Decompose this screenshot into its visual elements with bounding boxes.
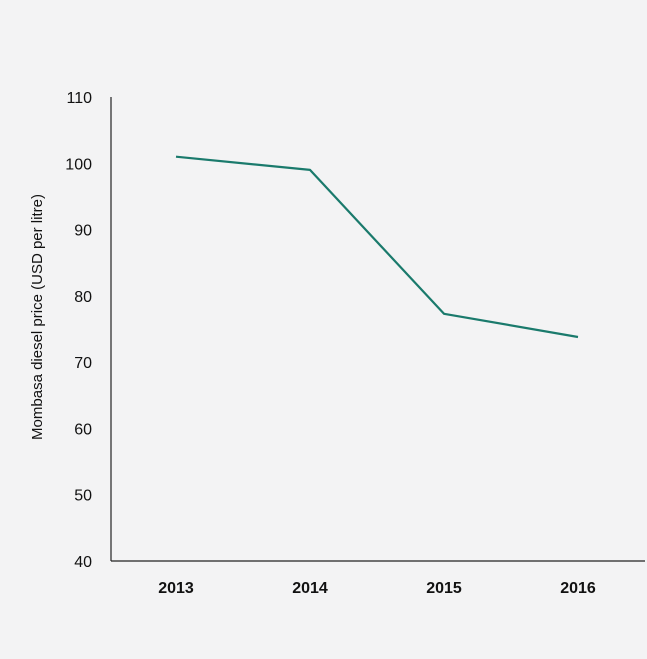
y-tick-label: 100 (65, 156, 92, 173)
axes (110, 97, 645, 562)
x-tick-label: 2014 (292, 580, 328, 597)
y-tick-label: 60 (74, 421, 92, 438)
x-tick-label: 2015 (426, 580, 462, 597)
y-tick-label: 40 (74, 554, 92, 571)
x-tick-label: 2016 (560, 580, 596, 597)
y-tick-labels: 40 50 60 70 80 90 100 110 (65, 90, 92, 571)
y-tick-label: 50 (74, 488, 92, 505)
y-tick-label: 80 (74, 289, 92, 306)
y-tick-label: 110 (66, 90, 92, 107)
y-tick-label: 90 (74, 223, 92, 240)
series-line (175, 155, 579, 339)
y-axis-title: Mombasa diesel price (USD per litre) (29, 194, 46, 440)
x-tick-labels: 2013 2014 2015 2016 (158, 580, 596, 597)
x-tick-label: 2013 (158, 580, 194, 597)
series-group (175, 155, 579, 339)
y-tick-label: 70 (74, 355, 92, 372)
